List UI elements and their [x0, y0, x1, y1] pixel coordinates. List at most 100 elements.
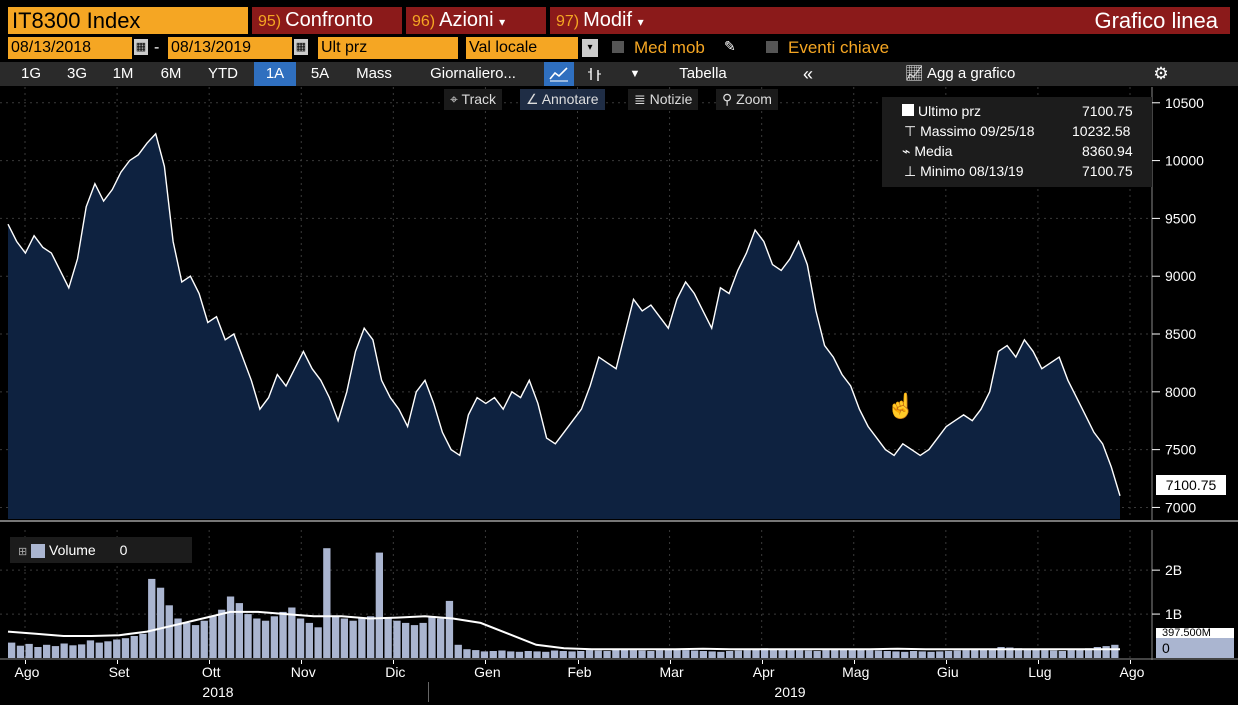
volume-bar [340, 618, 348, 658]
volume-bar [463, 649, 471, 658]
x-tick-label: Feb [567, 664, 592, 680]
expand-icon[interactable]: ⊞ [18, 546, 28, 558]
pencil-icon[interactable]: ✎ [724, 38, 736, 54]
volume-bar [515, 651, 524, 658]
volume-legend-value: 0 [119, 542, 128, 558]
volume-bar [883, 651, 891, 658]
volume-bar [95, 642, 103, 658]
volume-bar [437, 618, 445, 658]
volume-bar [1041, 650, 1049, 658]
volume-bar [86, 640, 95, 658]
volume-bar [25, 643, 33, 658]
x-year-label: 2019 [774, 684, 806, 700]
volume-bar [235, 603, 243, 658]
volume-bar [1058, 651, 1066, 658]
volume-bar [358, 618, 366, 658]
x-tick-mark [117, 660, 119, 664]
volume-bar [489, 651, 497, 658]
chart-type-dropdown-icon[interactable]: ▼ [629, 68, 641, 80]
range-1a[interactable]: 1A [254, 62, 296, 86]
chart-type-label: Grafico linea [670, 7, 1230, 34]
price-field-select[interactable]: Ult prz [318, 37, 458, 59]
range-3g[interactable]: 3G [66, 65, 87, 82]
annotate-tool[interactable]: ∠ Annotare [520, 89, 605, 110]
volume-bar [43, 644, 51, 658]
range-6m[interactable]: 6M [160, 65, 182, 82]
start-calendar-icon[interactable]: ▦ [134, 39, 148, 55]
price-line [7, 132, 1121, 497]
volume-bar [375, 552, 383, 658]
volume-bar [743, 650, 751, 658]
volume-bar [8, 642, 16, 658]
range-1g[interactable]: 1G [20, 65, 41, 82]
key-events-label: Eventi chiave [788, 38, 890, 57]
volume-bar [804, 650, 813, 658]
volume-bar [314, 627, 322, 659]
x-tick-mark [669, 660, 671, 664]
settings-gear-icon[interactable]: ⚙ [1153, 64, 1169, 83]
zoom-tool[interactable]: ⚲ Zoom [716, 89, 778, 110]
end-date-field[interactable]: 08/13/2019 [168, 37, 292, 59]
x-tick-mark [1130, 660, 1131, 664]
volume-bar [559, 651, 567, 658]
legend-low: ⊥ Minimo 08/13/19 [904, 163, 1024, 179]
y-tick-label: 8500 [1165, 326, 1196, 342]
volume-bar [944, 651, 953, 658]
range-ytd[interactable]: YTD [208, 65, 238, 82]
table-button[interactable]: Tabella [679, 65, 727, 82]
volume-bar [831, 649, 839, 658]
range-1m[interactable]: 1M [112, 65, 134, 82]
modify-button[interactable]: 97) Modif ▾ [550, 7, 676, 34]
volume-bar [218, 609, 226, 658]
currency-dropdown-icon[interactable]: ▾ [582, 39, 598, 57]
volume-legend: ⊞ Volume 0 [10, 537, 192, 563]
volume-bar [550, 650, 559, 658]
volume-bar [752, 649, 760, 658]
x-tick-mark [1037, 660, 1039, 664]
volume-bar [533, 651, 541, 658]
start-date-field[interactable]: 08/13/2018 [8, 37, 132, 59]
volume-bar [104, 641, 112, 658]
volume-average-line [7, 610, 1120, 651]
range-5a[interactable]: 5A [310, 65, 330, 82]
compare-button[interactable]: 95) Confronto [252, 7, 402, 34]
actions-button[interactable]: 96) Azioni ▾ [406, 7, 546, 34]
volume-bar [1023, 649, 1031, 658]
bar-chart-icon[interactable] [580, 62, 610, 86]
volume-bar [655, 650, 664, 658]
volume-bar [183, 622, 191, 658]
volume-bar [244, 614, 252, 658]
collapse-button[interactable]: « [802, 64, 813, 84]
key-events-checkbox[interactable] [766, 41, 778, 53]
volume-chart[interactable]: 2B 1B [0, 530, 1238, 660]
volume-bar [445, 600, 454, 658]
volume-bar [927, 651, 935, 658]
price-chart[interactable]: 10500 10000 9500 9000 8500 8000 7500 7000 [0, 87, 1238, 522]
news-tool[interactable]: ≣ Notizie [628, 89, 699, 110]
volume-grid [0, 530, 1152, 658]
actions-button-number: 96) [412, 13, 436, 30]
compare-button-label: Confronto [285, 9, 373, 31]
range-max[interactable]: Mass [356, 65, 392, 82]
add-to-chart-button[interactable]: 📈︎ Agg a grafico [880, 62, 1040, 86]
volume-bar [191, 625, 200, 658]
currency-select[interactable]: Val locale [466, 37, 578, 59]
volume-bar [1050, 650, 1058, 658]
volume-bar [971, 649, 979, 658]
legend-low-value: 7100.75 [1082, 163, 1133, 179]
volume-bar [822, 650, 830, 658]
volume-bar [813, 651, 821, 658]
ticker-field[interactable]: IT8300 Index [8, 7, 248, 34]
x-year-label: 2018 [202, 684, 234, 700]
legend-last-price-value: 7100.75 [1082, 103, 1133, 119]
frequency-select[interactable]: Giornaliero... [430, 65, 516, 82]
track-tool[interactable]: ⌖ Track [444, 89, 503, 110]
line-chart-icon[interactable] [544, 62, 574, 86]
end-calendar-icon[interactable]: ▦ [294, 39, 308, 55]
volume-bar [1085, 648, 1093, 658]
volume-bar [270, 616, 278, 658]
volume-y-tick-label: 2B [1165, 562, 1182, 578]
moving-avg-checkbox[interactable] [612, 41, 624, 53]
volume-bar [113, 639, 121, 658]
y-tick-label: 8000 [1165, 384, 1196, 400]
